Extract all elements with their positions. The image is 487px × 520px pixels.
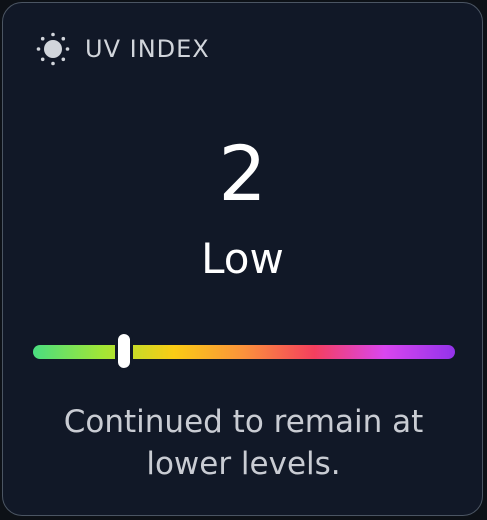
card-title: UV INDEX bbox=[85, 35, 210, 63]
sun-icon bbox=[33, 29, 73, 69]
card-header: UV INDEX bbox=[33, 29, 210, 69]
uv-index-value: 2 bbox=[218, 129, 267, 218]
uv-level-label: Low bbox=[201, 234, 284, 283]
uv-scale-indicator bbox=[114, 331, 133, 371]
uv-index-card: UV INDEX 2 Low Continued to remain at lo… bbox=[2, 2, 483, 516]
uv-scale-bar bbox=[33, 331, 455, 371]
uv-description: Continued to remain at lower levels. bbox=[63, 404, 424, 482]
